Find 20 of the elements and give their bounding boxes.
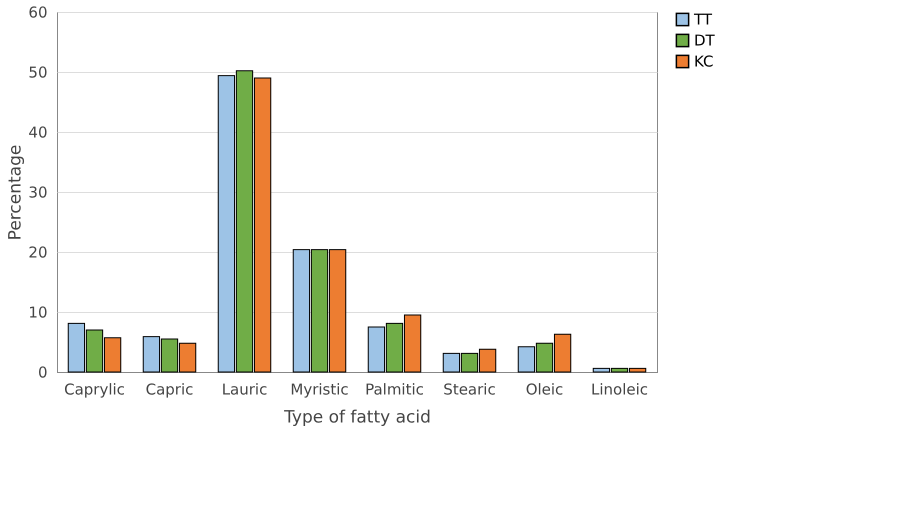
x-tick-label: Oleic [526, 380, 564, 398]
y-tick-label: 30 [28, 184, 48, 202]
x-tick-label: Myristic [290, 380, 349, 398]
legend-label: TT [693, 10, 713, 28]
x-tick-label: Lauric [222, 380, 268, 398]
x-axis-title: Type of fatty acid [283, 408, 431, 428]
x-tick-label: Stearic [443, 380, 496, 398]
x-tick-label: Capric [146, 380, 194, 398]
x-tick-label: Palmitic [365, 380, 424, 398]
y-tick-label: 0 [38, 364, 48, 382]
y-tick-label: 20 [28, 244, 48, 262]
x-tick-label: Caprylic [64, 380, 125, 398]
y-axis-title: Percentage [5, 144, 26, 240]
legend-label: DT [694, 32, 716, 50]
x-tick-label: Linoleic [590, 380, 648, 398]
y-tick-label: 50 [28, 64, 48, 82]
y-tick-label: 60 [28, 4, 48, 22]
y-tick-label: 10 [28, 304, 48, 322]
y-tick-label: 40 [28, 124, 48, 142]
legend-label: KC [694, 52, 714, 70]
